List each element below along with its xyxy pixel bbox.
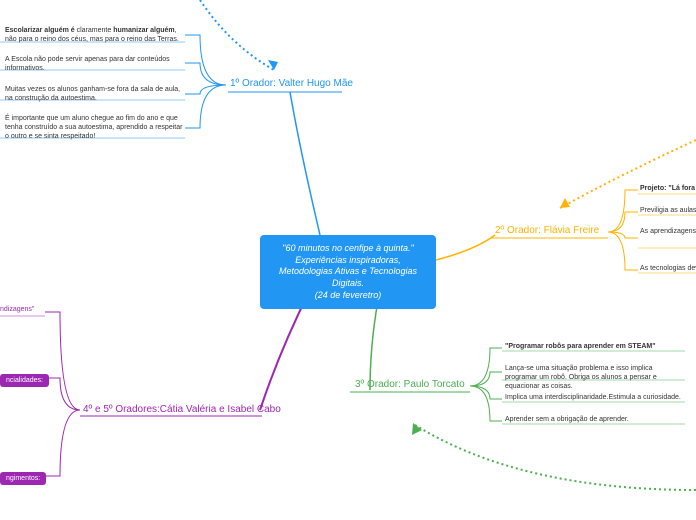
- orador1-note3: Muitas vezes os alunos ganham-se fora da…: [5, 86, 183, 104]
- orador2-note2: Previligia as aulas t: [640, 207, 696, 216]
- orador1-note1: Escolarizar alguém é claramente humaniza…: [5, 27, 183, 45]
- orador3-note4: Aprender sem a obrigação de aprender.: [505, 416, 685, 425]
- orador3-note3: Implica uma interdisciplinaridade.Estimu…: [505, 394, 685, 403]
- orador4-tag2: ngimentos:: [0, 472, 46, 485]
- orador4-label: 4º e 5º Oradores:Cátia Valéria e Isabel …: [83, 404, 281, 415]
- orador1-label: 1º Orador: Valter Hugo Mãe: [230, 78, 353, 89]
- orador1-note2: A Escola não pode servir apenas para dar…: [5, 56, 183, 74]
- center-line3: (24 de feveretro): [270, 290, 426, 302]
- center-line1: "60 minutos no cenfipe à quinta.": [270, 243, 426, 255]
- orador2-label: 2º Orador: Flávia Freire: [495, 225, 599, 236]
- orador1-note4: É importante que um aluno chegue ao fim …: [5, 115, 183, 141]
- orador2-note4: As tecnologias deve: [640, 265, 696, 274]
- center-line2: Experiências inspiradoras, Metodologias …: [270, 255, 426, 290]
- center-topic: "60 minutos no cenfipe à quinta." Experi…: [260, 235, 436, 309]
- orador3-label: 3º Orador: Paulo Torcato: [355, 379, 465, 390]
- orador4-tag1: ncialidades:: [0, 374, 49, 387]
- orador4-title: ndizagens": [0, 306, 50, 315]
- orador2-note1: Projeto: "Lá fora t: [640, 185, 696, 194]
- orador2-note3: As aprendizagens f tempo e contemplan em…: [640, 228, 696, 237]
- orador3-note1: "Programar robôs para aprender em STEAM": [505, 343, 685, 352]
- orador3-note2: Lança-se uma situação problema e isso im…: [505, 365, 685, 391]
